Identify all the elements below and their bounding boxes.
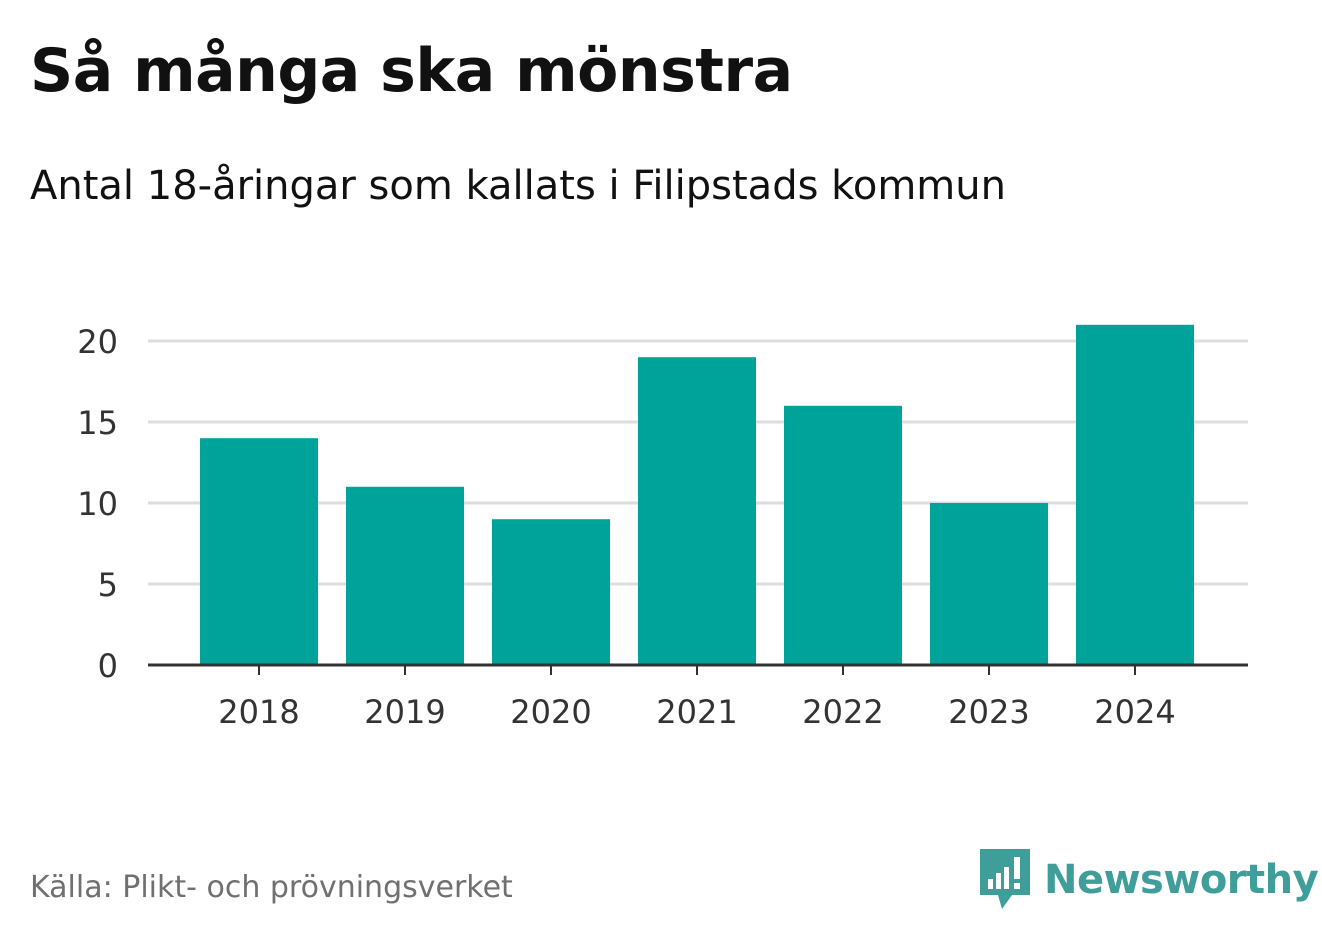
- y-tick-label: 15: [77, 404, 118, 442]
- source-note: Källa: Plikt- och prövningsverket: [30, 870, 513, 905]
- y-tick-label: 20: [77, 323, 118, 361]
- x-tick-label: 2024: [1094, 693, 1175, 731]
- newsworthy-logo-icon: [980, 849, 1030, 909]
- bar-2024: [1076, 324, 1194, 665]
- bar-2023: [930, 503, 1048, 665]
- x-tick-label: 2021: [656, 693, 737, 731]
- x-tick-label: 2019: [364, 693, 445, 731]
- x-tick-label: 2018: [218, 693, 299, 731]
- x-tick-label: 2022: [802, 693, 883, 731]
- bar-2021: [638, 357, 756, 665]
- bar-2022: [784, 405, 902, 665]
- brand-name: Newsworthy: [1044, 857, 1319, 903]
- y-tick-label: 5: [98, 566, 118, 604]
- y-tick-label: 10: [77, 485, 118, 523]
- x-tick-label: 2020: [510, 693, 591, 731]
- x-tick-label: 2023: [948, 693, 1029, 731]
- bar-2019: [346, 486, 464, 665]
- chart-subtitle: Antal 18-åringar som kallats i Filipstad…: [30, 163, 1006, 209]
- brand-logo: Newsworthy: [980, 848, 1319, 912]
- bar-2020: [492, 519, 610, 665]
- y-tick-label: 0: [98, 647, 118, 685]
- bar-2018: [200, 438, 318, 665]
- chart-title: Så många ska mönstra: [30, 36, 793, 106]
